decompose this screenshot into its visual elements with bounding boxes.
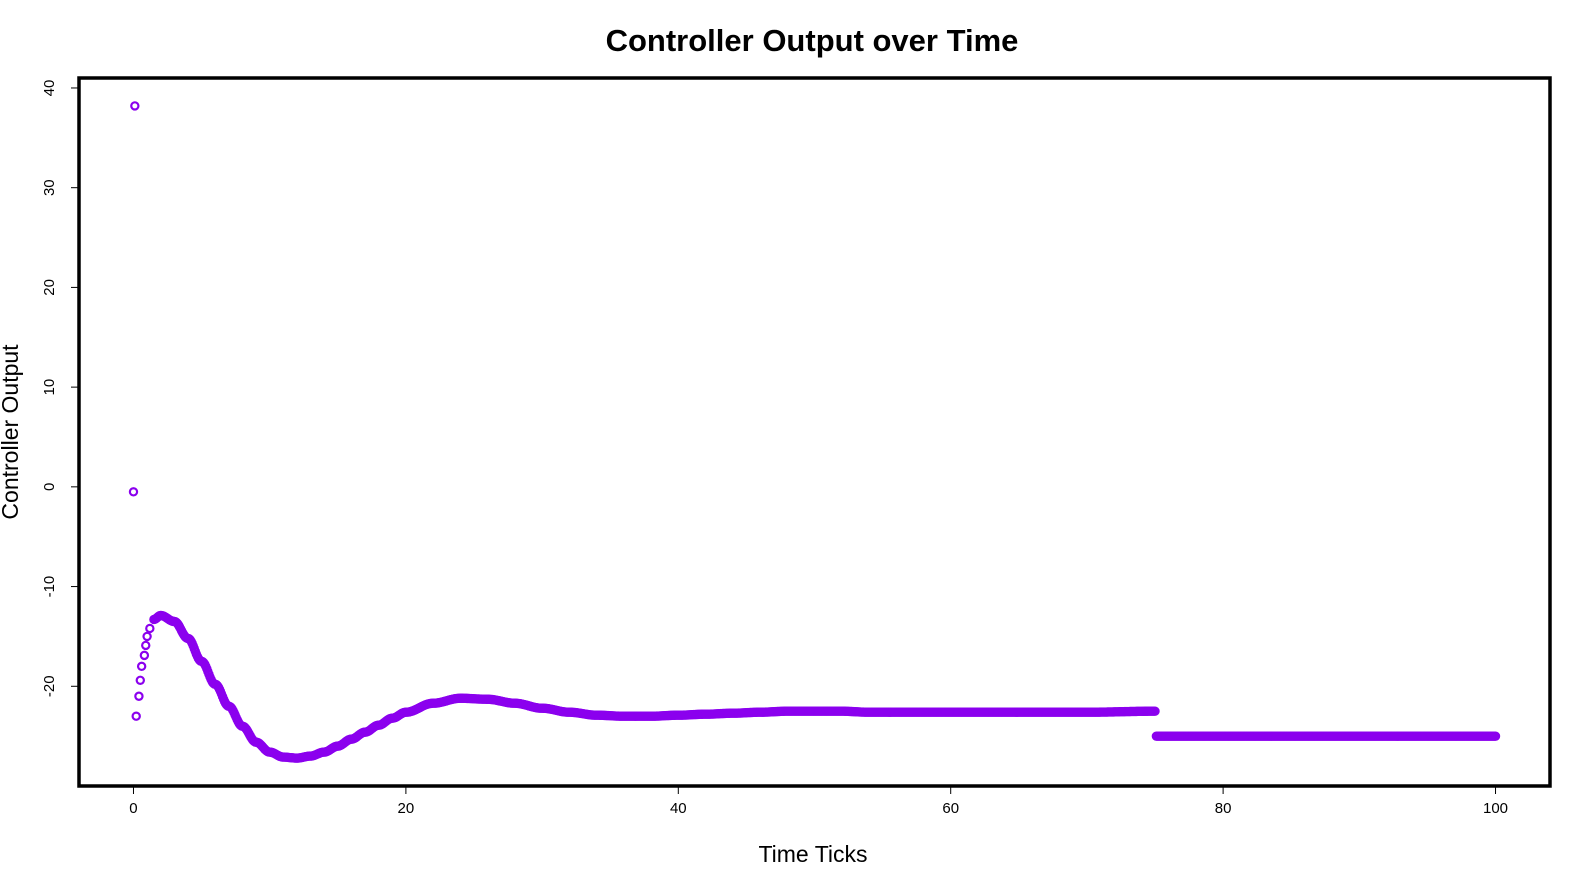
data-point — [141, 640, 151, 651]
data-point — [145, 623, 155, 634]
y-tick-label: 30 — [41, 179, 58, 196]
data-point — [139, 650, 150, 661]
data-point — [142, 631, 152, 642]
x-tick-label: 40 — [670, 800, 687, 817]
x-axis-title: Time Ticks — [758, 841, 867, 867]
data-point — [130, 101, 140, 111]
y-axis-title: Controller Output — [0, 344, 23, 520]
y-tick-label: -20 — [41, 675, 58, 697]
x-tick-label: 0 — [129, 800, 137, 817]
x-tick-label: 20 — [398, 800, 415, 817]
y-tick-label: 40 — [41, 80, 58, 97]
y-tick-label: -10 — [41, 576, 58, 598]
x-tick-label: 80 — [1215, 800, 1232, 817]
data-point — [134, 691, 144, 701]
data-point — [131, 711, 141, 721]
data-points — [128, 101, 1501, 763]
data-point — [128, 487, 139, 497]
y-tick-label: 0 — [41, 483, 58, 491]
data-point — [136, 661, 147, 672]
plot-frame — [77, 76, 1552, 788]
y-axis: -20 -10 0 10 20 30 40 — [41, 80, 80, 697]
y-tick-label: 20 — [41, 279, 58, 296]
data-point — [1490, 731, 1501, 741]
y-tick-label: 10 — [41, 379, 58, 396]
x-tick-label: 100 — [1483, 800, 1508, 817]
x-tick-label: 60 — [942, 800, 959, 817]
chart-title: Controller Output over Time — [606, 23, 1019, 58]
data-point — [135, 675, 145, 686]
x-axis: 0 20 40 60 80 100 — [129, 785, 1508, 817]
data-point — [1150, 706, 1160, 716]
